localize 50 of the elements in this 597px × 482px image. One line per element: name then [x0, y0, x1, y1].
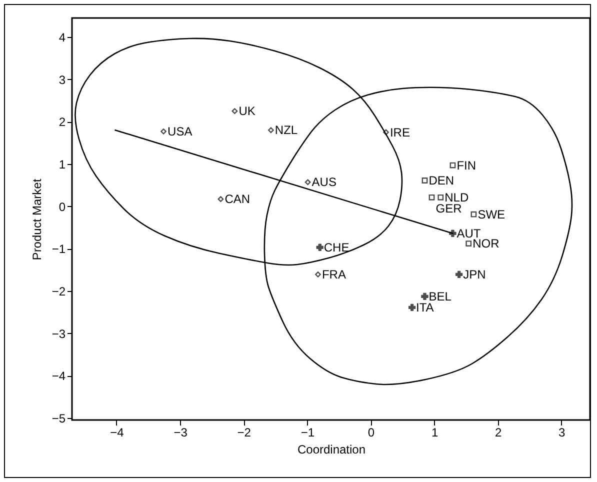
point: [455, 270, 463, 278]
y-axis-title: Product Market: [30, 178, 44, 260]
annotation: NZL: [274, 123, 298, 138]
point: [421, 292, 428, 300]
annotation: IRE: [390, 125, 410, 140]
annotation: UK: [238, 104, 256, 118]
annotation: SWE: [478, 207, 506, 222]
x-tick-label: −2: [237, 426, 252, 440]
y-tick-label: −4: [52, 369, 66, 384]
x-tick-label: 1: [431, 426, 438, 440]
y-tick-label: 2: [58, 115, 66, 130]
x-tick-label: 0: [368, 426, 375, 440]
point: [232, 108, 238, 114]
y-tick-label: 1: [58, 157, 66, 172]
point: [383, 129, 389, 136]
x-tick-label: −3: [174, 426, 188, 440]
x-tick-label: −1: [300, 426, 315, 440]
annotation: JPN: [463, 267, 486, 282]
point: [438, 194, 444, 200]
point: [268, 127, 274, 134]
y-tick-label: −2: [52, 284, 66, 298]
y-tick-label: −5: [52, 411, 66, 426]
y-tick-label: −1: [52, 242, 66, 256]
annotation: FIN: [456, 158, 476, 172]
point: [449, 230, 456, 237]
x-tick-label: −4: [110, 426, 124, 440]
annotation: FRA: [322, 267, 346, 282]
x-axis-title: Coordination: [297, 442, 366, 456]
y-tick-label: 3: [58, 72, 66, 87]
x-tick-label: 2: [494, 426, 502, 440]
annotation: DEN: [428, 173, 454, 188]
point: [470, 211, 477, 218]
point: [466, 240, 472, 246]
point: [315, 271, 321, 278]
point: [316, 244, 324, 251]
annotation: AUS: [312, 175, 336, 190]
annotation: USA: [168, 124, 192, 138]
x-tick-label: 3: [558, 426, 566, 440]
point: [218, 196, 224, 202]
y-tick-label: 0: [58, 200, 66, 214]
annotation: CHE: [324, 240, 350, 254]
annotation: CAN: [224, 192, 250, 206]
point: [450, 162, 456, 168]
y-tick-label: −3: [52, 326, 66, 341]
y-tick-label: 4: [58, 30, 66, 45]
point: [422, 178, 428, 184]
point: [408, 304, 416, 312]
point: [428, 194, 435, 200]
point: [304, 179, 311, 186]
point: [160, 128, 166, 134]
